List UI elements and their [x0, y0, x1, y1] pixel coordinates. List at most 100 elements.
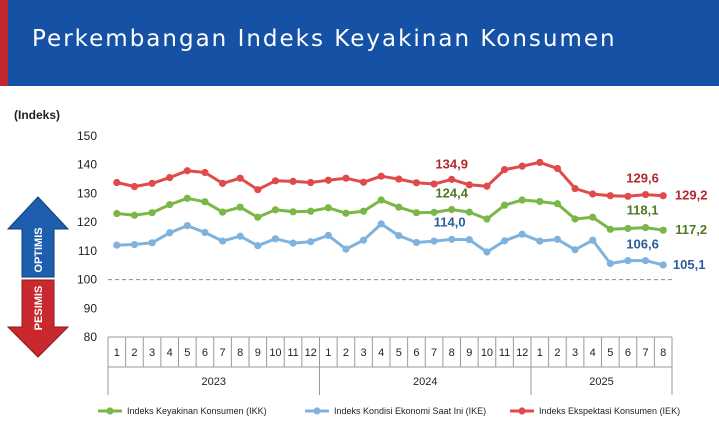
series-1: [113, 220, 667, 269]
data-point: [342, 209, 350, 217]
y-tick-label: 140: [77, 158, 97, 172]
data-point: [324, 204, 332, 212]
x-tick-label: 7: [431, 347, 437, 359]
data-point: [218, 179, 227, 187]
x-tick-label: 4: [378, 347, 384, 359]
data-point: [448, 175, 456, 183]
data-point: [395, 175, 403, 183]
data-label: 124,4: [435, 186, 468, 201]
data-point: [254, 242, 262, 250]
optimis-arrow-icon: [6, 196, 70, 278]
data-point: [518, 162, 526, 170]
data-point: [659, 226, 667, 234]
x-tick-label: 4: [590, 347, 596, 359]
x-year-label: 2023: [202, 376, 226, 388]
data-point: [483, 215, 491, 223]
data-point: [201, 198, 209, 206]
data-label: 117,2: [675, 222, 707, 237]
data-point: [641, 190, 650, 199]
data-point: [641, 257, 650, 265]
data-point: [589, 190, 597, 198]
data-point: [113, 178, 121, 187]
series-line: [116, 160, 664, 198]
data-point: [377, 172, 385, 180]
data-point: [553, 235, 562, 243]
data-point: [430, 237, 438, 245]
legend-label: Indeks Keyakinan Konsumen (IKK): [127, 406, 267, 416]
data-point: [271, 206, 280, 214]
y-tick-label: 150: [77, 129, 97, 143]
data-point: [571, 246, 579, 254]
x-tick-label: 6: [202, 347, 208, 359]
series-line: [116, 222, 664, 267]
data-point: [500, 237, 509, 245]
data-point: [518, 196, 526, 204]
data-point: [271, 177, 280, 185]
data-point: [589, 236, 597, 244]
data-point: [553, 200, 562, 208]
data-point: [359, 207, 368, 215]
data-point: [254, 213, 262, 221]
x-tick-label: 5: [396, 347, 402, 359]
x-tick-label: 1: [537, 347, 543, 359]
data-point: [254, 186, 262, 194]
data-label: 106,6: [626, 237, 659, 252]
legend-label: Indeks Ekspektasi Konsumen (IEK): [539, 406, 680, 416]
data-point: [606, 259, 614, 268]
data-point: [659, 261, 667, 269]
data-point: [412, 238, 421, 247]
data-point: [148, 209, 156, 217]
data-point: [606, 192, 614, 200]
y-tick-label: 90: [84, 301, 98, 315]
data-point: [377, 196, 385, 204]
data-point: [166, 174, 174, 182]
data-point: [536, 237, 544, 245]
x-tick-label: 2: [343, 347, 349, 359]
x-tick-label: 6: [625, 347, 631, 359]
data-point: [377, 220, 385, 228]
header-band: [8, 0, 719, 86]
data-point: [359, 236, 368, 244]
x-tick-label: 5: [184, 347, 190, 359]
data-point: [624, 257, 632, 265]
data-point: [659, 192, 667, 200]
data-point: [166, 201, 174, 209]
data-point: [289, 239, 297, 247]
legend-label: Indeks Kondisi Ekonomi Saat Ini (IKE): [334, 406, 486, 416]
data-point: [465, 208, 473, 216]
y-axis-unit-label: (Indeks): [14, 108, 60, 122]
data-point: [553, 164, 562, 173]
x-tick-label: 6: [413, 347, 419, 359]
x-tick-label: 9: [466, 347, 472, 359]
data-point: [483, 248, 491, 256]
data-point: [448, 235, 456, 243]
data-point: [201, 228, 209, 237]
data-label: 129,2: [675, 188, 708, 203]
data-point: [130, 211, 139, 219]
data-point: [465, 181, 473, 189]
data-label: 114,0: [434, 214, 466, 229]
x-tick-label: 8: [237, 347, 243, 359]
x-year-label: 2025: [589, 376, 613, 388]
x-tick-label: 4: [167, 347, 173, 359]
pesimis-label: PESIMIS: [33, 286, 45, 331]
x-tick-label: 1: [114, 347, 120, 359]
data-point: [289, 208, 297, 216]
x-tick-label: 12: [516, 347, 528, 359]
data-point: [641, 223, 650, 232]
data-point: [342, 245, 350, 253]
data-point: [271, 235, 280, 243]
data-point: [324, 231, 332, 239]
data-point: [395, 203, 403, 211]
data-point: [342, 174, 350, 182]
data-point: [430, 208, 438, 216]
data-point: [113, 241, 121, 249]
data-point: [395, 232, 403, 240]
data-point: [166, 229, 174, 237]
x-axis: 1 2 3 4 5 6 7 8 9 10 11 12 1 2 3 4 5 6 7 8 9 10 11 12 1 2 3 4 5 6 7 820…: [107, 336, 673, 395]
data-point: [571, 215, 579, 223]
x-tick-label: 7: [643, 347, 649, 359]
data-point: [359, 178, 368, 186]
data-point: [606, 225, 614, 233]
